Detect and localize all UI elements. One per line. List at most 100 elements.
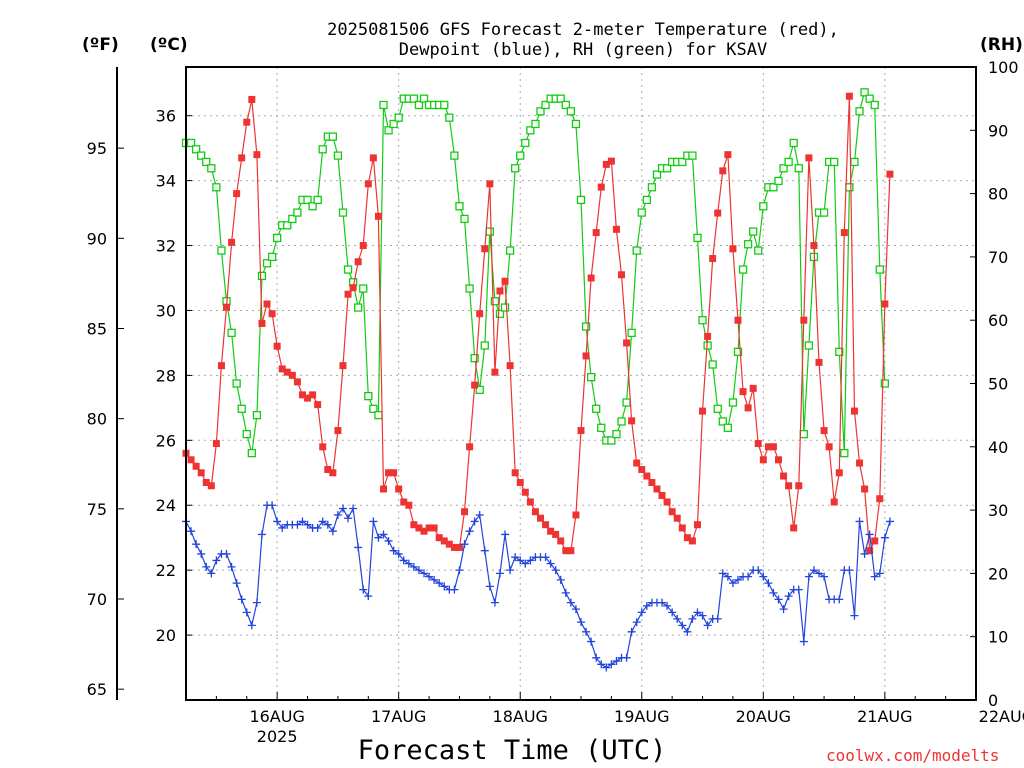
rh-tick-label: 0 [988, 691, 998, 710]
x-tick-label: 20AUG [736, 707, 791, 726]
dewpoint-point [632, 618, 641, 627]
temperature-point [486, 180, 494, 188]
rh-point [678, 157, 687, 167]
rh-point [804, 341, 814, 350]
dewpoint-point [607, 660, 616, 669]
dewpoint-point [399, 556, 408, 565]
temperature-point [780, 472, 788, 480]
temperature-point [410, 521, 418, 529]
rh-point [713, 404, 722, 413]
dewpoint-point [187, 527, 196, 536]
temperature-point [400, 498, 408, 506]
dewpoint-point [298, 517, 307, 526]
rh-point [414, 100, 424, 110]
dewpoint-point [475, 510, 484, 519]
dewpoint-point [430, 575, 439, 584]
rh-point [328, 132, 338, 141]
rh-tick-label: 20 [988, 564, 1008, 583]
dewpoint-point [202, 562, 211, 571]
dewpoint-point [541, 553, 550, 562]
dewpoint-point [435, 579, 444, 588]
x-axis-label: Forecast Time (UTC) [358, 735, 667, 766]
rh-point [379, 100, 388, 110]
rh-point [789, 138, 798, 148]
temperature-point [243, 118, 251, 126]
fahrenheit-tick-label: 75 [87, 500, 107, 519]
rh-point [779, 164, 788, 173]
temperature-point [339, 362, 347, 370]
rh-point [642, 195, 651, 205]
temperature-point [217, 362, 225, 370]
dewpoint-point [566, 598, 575, 607]
rh-point [637, 208, 646, 217]
rh-point [708, 360, 717, 369]
rh-point [754, 246, 763, 255]
dewpoint-point [744, 572, 753, 581]
temperature-point [805, 154, 813, 162]
dewpoint-point [577, 618, 585, 627]
temperature-point [471, 381, 479, 389]
temperature-point [764, 443, 772, 451]
rh-tick-label: 100 [988, 58, 1019, 77]
rh-point [571, 119, 581, 129]
rh-point [531, 119, 540, 129]
temperature-point [830, 498, 838, 506]
rh-point [627, 328, 636, 338]
rh-point [718, 417, 727, 426]
rh-point [566, 107, 576, 116]
dewpoint-point [192, 540, 201, 549]
temperature-point [268, 310, 276, 318]
temperature-point [658, 491, 666, 499]
dewpoint-point [794, 585, 803, 594]
temperature-point [876, 495, 884, 503]
temperature-point [729, 245, 737, 253]
temperature-point [430, 524, 438, 532]
temperature-point [850, 407, 858, 415]
temperature-point [871, 537, 879, 545]
dewpoint-point [683, 627, 692, 636]
rh-tick-label: 60 [988, 311, 1008, 330]
credit-text: coolwx.com/modelts [826, 746, 999, 765]
rh-point [191, 145, 201, 154]
temperature-point [582, 352, 590, 360]
rh-point [470, 354, 479, 363]
dewpoint-point [571, 605, 580, 614]
dewpoint-point [384, 536, 393, 545]
x-tick-sublabel: 2025 [257, 727, 298, 746]
temperature-point [840, 229, 848, 237]
dewpoint-point [414, 566, 423, 575]
dewpoint-point [394, 549, 403, 558]
dewpoint-point [764, 579, 773, 588]
temperature-point [815, 358, 823, 366]
dewpoint-point [820, 572, 829, 581]
dewpoint-point [713, 614, 722, 623]
temperature-point [380, 485, 387, 493]
temperature-point [845, 92, 853, 100]
temperature-point [293, 378, 301, 386]
rh-point [521, 138, 530, 148]
dewpoint-point [389, 546, 398, 555]
temperature-point [607, 157, 615, 165]
dewpoint-point [495, 569, 504, 578]
dewpoint-point [232, 579, 241, 588]
dewpoint-point [546, 559, 555, 568]
temperature-point [248, 95, 256, 103]
dewpoint-point [501, 530, 510, 539]
dewpoint-point [374, 533, 383, 542]
rh-point [242, 429, 251, 439]
rh-point [850, 157, 859, 167]
dewpoint-point [369, 517, 378, 526]
rh-point [318, 145, 327, 154]
temperature-point [542, 521, 550, 529]
temperature-point [364, 180, 372, 188]
rh-point [592, 404, 601, 413]
rh-point [465, 284, 474, 293]
rh-point [490, 297, 500, 306]
temperature-point [835, 469, 843, 477]
temperature-point [253, 151, 261, 159]
dewpoint-point [880, 533, 889, 542]
chart-title-line-2: Dewpoint (blue), RH (green) for KSAV [399, 40, 767, 60]
dewpoint-point [257, 530, 266, 539]
temperature-point [633, 459, 641, 467]
